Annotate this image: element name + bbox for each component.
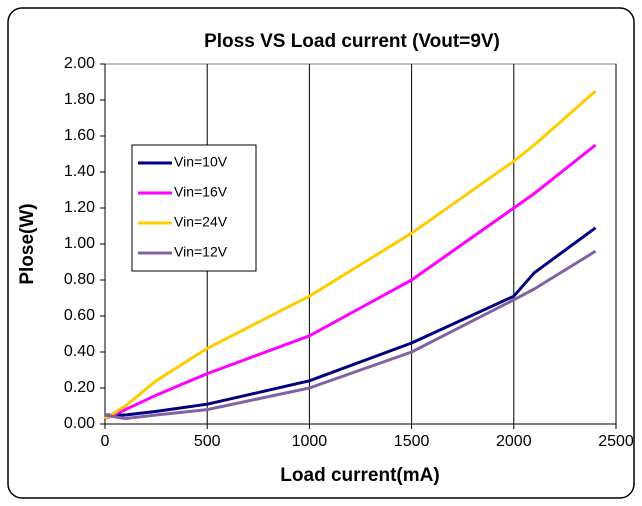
legend-text: Vin=10V bbox=[174, 154, 228, 170]
x-tick-label: 1000 bbox=[292, 433, 328, 450]
legend-text: Vin=16V bbox=[174, 184, 228, 200]
series-line bbox=[105, 226, 597, 417]
y-tick-label: 0.20 bbox=[64, 379, 95, 396]
y-tick-label: 1.20 bbox=[64, 199, 95, 216]
x-tick-label: 2000 bbox=[496, 433, 532, 450]
x-tick-label: 0 bbox=[101, 433, 110, 450]
y-tick-label: 1.60 bbox=[64, 127, 95, 144]
legend-box bbox=[131, 144, 257, 272]
x-axis-title: Load current(mA) bbox=[280, 465, 439, 486]
y-tick-label: 0.60 bbox=[64, 307, 95, 324]
legend-text: Vin=24V bbox=[174, 214, 228, 230]
y-axis-title: Plose(W) bbox=[17, 203, 38, 284]
chart-title: Ploss VS Load current (Vout=9V) bbox=[204, 31, 500, 52]
y-tick-label: 1.00 bbox=[64, 235, 95, 252]
series-line bbox=[104, 249, 597, 421]
legend-text: Vin=12V bbox=[174, 244, 228, 260]
series-line bbox=[104, 143, 597, 420]
x-tick-label: 1500 bbox=[394, 433, 430, 450]
y-tick-label: 0.00 bbox=[64, 415, 95, 432]
y-tick-label: 2.00 bbox=[64, 55, 95, 72]
y-tick-label: 0.80 bbox=[64, 271, 95, 288]
series-line bbox=[104, 89, 597, 420]
x-tick-label: 2500 bbox=[598, 433, 634, 450]
y-tick-label: 1.80 bbox=[64, 91, 95, 108]
y-tick-label: 0.40 bbox=[64, 343, 95, 360]
y-tick-label: 1.40 bbox=[64, 163, 95, 180]
x-tick-label: 500 bbox=[194, 433, 221, 450]
